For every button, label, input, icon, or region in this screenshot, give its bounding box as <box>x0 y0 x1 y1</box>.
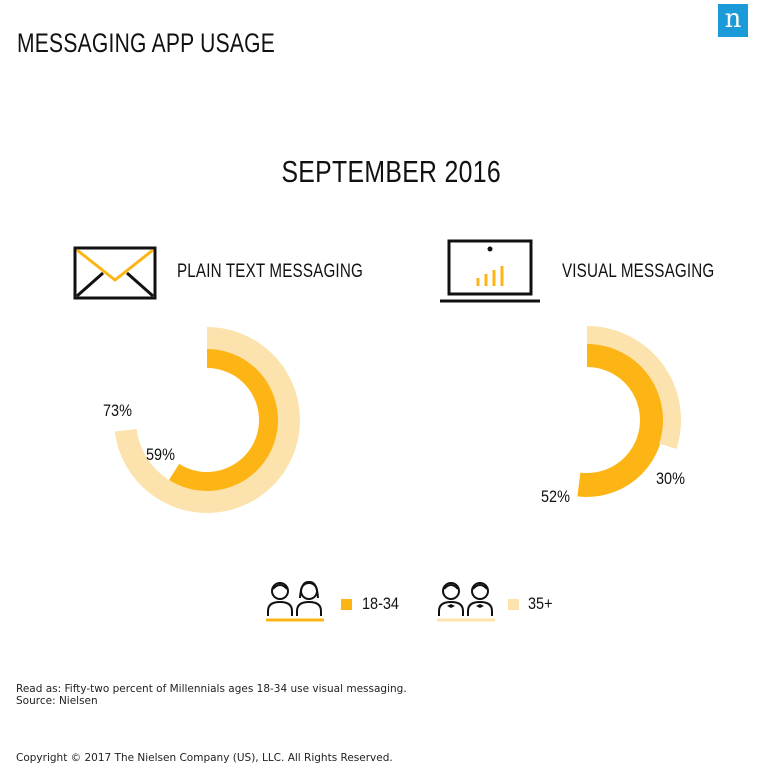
laptop-chart-icon <box>440 239 540 303</box>
period-heading: SEPTEMBER 2016 <box>0 154 783 190</box>
older-couple-icon <box>437 582 495 622</box>
legend-swatch-18-34 <box>341 599 352 610</box>
nielsen-logo: n <box>718 4 748 37</box>
young-couple-icon <box>266 580 324 622</box>
period-text: SEPTEMBER 2016 <box>281 154 502 189</box>
visual-messaging-title: VISUAL MESSAGING <box>562 261 715 282</box>
plain-text-messaging-title: PLAIN TEXT MESSAGING <box>177 261 363 282</box>
legend-swatch-35-plus <box>508 599 519 610</box>
donut-arc-plain-18-34 <box>166 344 283 496</box>
source-note: Source: Nielsen <box>16 695 98 707</box>
plain-35-plus-value-label: 73% <box>103 401 132 420</box>
visual-18-34-value-label: 52% <box>541 487 570 506</box>
read-as-note: Read as: Fifty-two percent of Millennial… <box>16 683 407 695</box>
envelope-icon <box>73 246 157 300</box>
donut-arc-plain-35-plus <box>114 327 300 513</box>
copyright-note: Copyright © 2017 The Nielsen Company (US… <box>16 752 393 764</box>
visual-35-plus-value-label: 30% <box>656 469 685 488</box>
legend-label-35-plus: 35+ <box>528 594 553 613</box>
donut-arc-visual-35-plus <box>586 326 681 450</box>
plain-18-34-value-label: 59% <box>146 445 175 464</box>
page-title: MESSAGING APP USAGE <box>17 28 276 58</box>
donut-arc-visual-18-34 <box>577 343 664 497</box>
legend-label-18-34: 18-34 <box>362 594 399 613</box>
